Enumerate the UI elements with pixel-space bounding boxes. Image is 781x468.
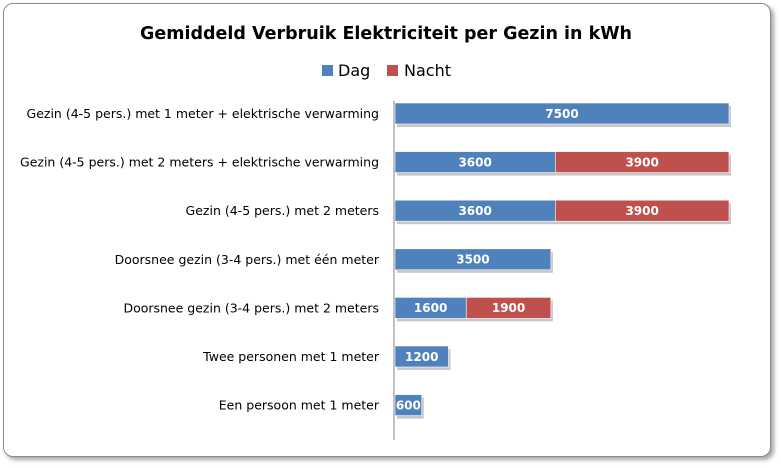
data-label-dag: 1600 xyxy=(414,301,447,315)
data-label-nacht: 3900 xyxy=(625,155,658,169)
legend: Dag Nacht xyxy=(322,61,451,80)
chart-title: Gemiddeld Verbruik Elektriciteit per Gez… xyxy=(140,24,632,44)
bar-dag xyxy=(394,345,449,368)
data-label-dag: 3600 xyxy=(458,204,491,218)
category-label: Gezin (4-5 pers.) met 2 meters + elektri… xyxy=(20,155,379,170)
category-label: Twee personen met 1 meter xyxy=(202,349,380,364)
data-label-dag: 7500 xyxy=(545,107,578,121)
legend-swatch-dag xyxy=(322,65,333,76)
data-label-nacht: 1900 xyxy=(492,301,525,315)
legend-label-dag: Dag xyxy=(338,61,370,80)
category-labels: Gezin (4-5 pers.) met 1 meter + elektris… xyxy=(20,106,380,413)
bar-dag xyxy=(394,248,552,271)
category-label: Gezin (4-5 pers.) met 2 meters xyxy=(186,203,379,218)
bar-nacht xyxy=(555,199,730,222)
data-label-dag: 3500 xyxy=(456,253,489,267)
category-label: Gezin (4-5 pers.) met 1 meter + elektris… xyxy=(27,106,379,121)
legend-label-nacht: Nacht xyxy=(404,61,451,80)
category-label: Doorsnee gezin (3-4 pers.) met één meter xyxy=(115,252,380,267)
data-label-dag: 1200 xyxy=(405,350,438,364)
bar-nacht xyxy=(555,151,730,173)
data-label-nacht: 3900 xyxy=(625,204,658,218)
data-label-dag: 3600 xyxy=(458,155,491,169)
category-label: Doorsnee gezin (3-4 pers.) met 2 meters xyxy=(123,300,379,315)
data-label-dag: 600 xyxy=(396,398,421,412)
bar-dag xyxy=(394,394,423,416)
chart-frame xyxy=(3,3,771,457)
bar-nacht xyxy=(465,297,552,319)
legend-swatch-nacht xyxy=(387,65,398,76)
category-label: Een persoon met 1 meter xyxy=(219,398,380,413)
bar-dag xyxy=(394,102,730,125)
bars: 7500 3600 3900 3600 3900 3500 1600 1900 1200 600 xyxy=(394,102,731,419)
